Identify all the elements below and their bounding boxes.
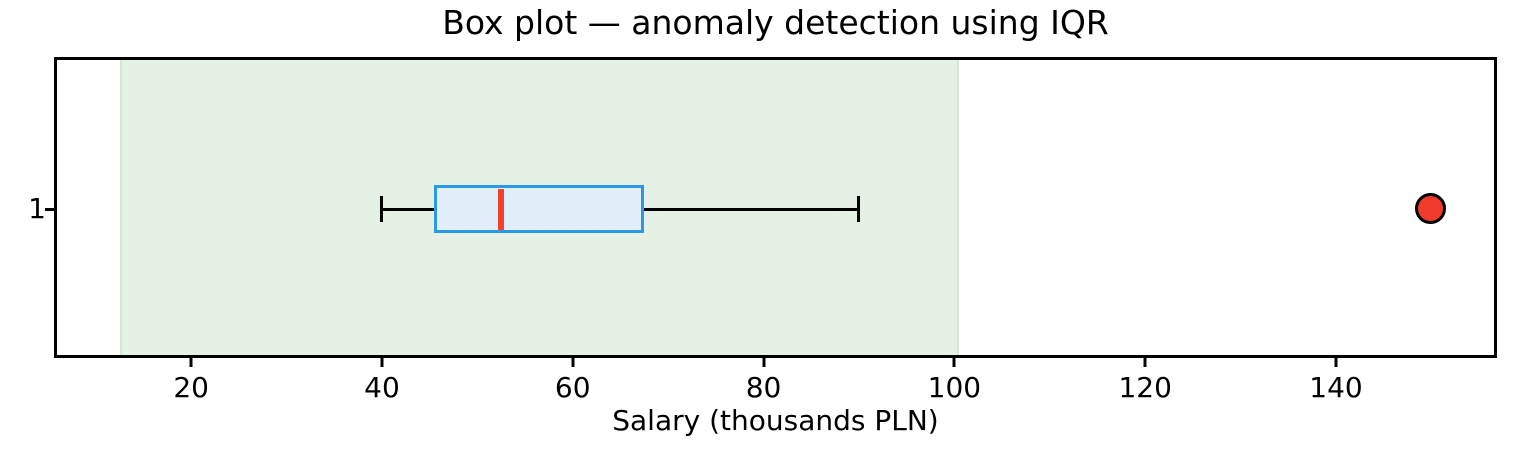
x-tick-mark — [1143, 358, 1147, 367]
whisker-cap-high — [857, 196, 861, 222]
x-tick-label: 60 — [554, 371, 591, 404]
plot-area: 1 20 40 60 80 100 120 140 — [28, 57, 1497, 403]
y-tick-mark — [45, 207, 54, 211]
x-tick-mark — [762, 358, 766, 367]
x-tick-mark — [571, 358, 575, 367]
whisker-line-low — [381, 207, 435, 211]
chart-title: Box plot — anomaly detection using IQR — [442, 3, 1109, 42]
x-tick-label: 40 — [364, 371, 400, 404]
whisker-line-high — [644, 207, 859, 211]
y-tick-label: 1 — [28, 192, 46, 225]
x-tick-label: 140 — [1309, 371, 1363, 404]
whisker-cap-low — [380, 196, 384, 222]
x-tick-label: 120 — [1118, 371, 1172, 404]
x-tick-mark — [952, 358, 956, 367]
x-tick-mark — [1334, 358, 1338, 367]
x-tick-mark — [189, 358, 193, 367]
x-axis-label: Salary (thousands PLN) — [612, 404, 939, 437]
x-tick-mark — [380, 358, 384, 367]
x-tick-label: 100 — [927, 371, 982, 404]
outlier-marker — [1415, 193, 1447, 224]
box — [434, 185, 645, 233]
x-tick-label: 80 — [745, 371, 782, 404]
x-tick-label: 20 — [173, 371, 209, 404]
median-line — [498, 188, 505, 230]
